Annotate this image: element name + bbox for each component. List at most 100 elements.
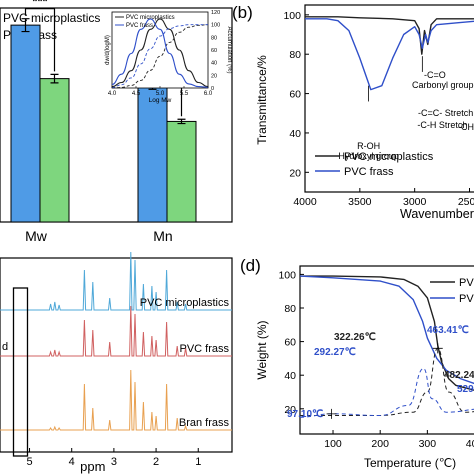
error-bar-0-0: [21, 18, 30, 33]
peak-marker-d-1: [326, 408, 337, 419]
legend-entry-d-0: PVC: [459, 277, 474, 289]
series-line-b-0: [305, 16, 474, 55]
inset-ytick-right-5: 100: [211, 23, 220, 29]
panel-c: PVC microplastics PVC frass Bran frass d 5 4 3…: [0, 251, 233, 474]
peak-marker-d-0: [432, 343, 443, 354]
highlight-box-c: [12, 287, 29, 457]
xtick-label-b-1: 3500: [348, 196, 372, 208]
xlabel-c: ppm: [80, 459, 105, 474]
plot-frame-d: [299, 265, 474, 435]
error-bar-1-0: [50, 73, 59, 84]
annotation-d-2: 463.41℃: [427, 325, 469, 336]
xlabel-d: Temperature (℃): [364, 456, 456, 470]
inset-ytick-right-0: 0: [211, 86, 214, 92]
annotation-b-1: Hydroxyl group: [338, 151, 399, 161]
inset-cumulative-1: [111, 24, 208, 88]
nmr-spectrum-1: [0, 305, 232, 357]
panel-b: 400035003000250020001500100020406080100W…: [255, 4, 474, 221]
inset-xtick-label-3: 5.5: [180, 91, 189, 97]
panel-label-b: (b): [232, 3, 253, 22]
inset-ytick-right-3: 60: [211, 48, 217, 54]
xtick-label-c-1: 4: [69, 456, 75, 468]
panel-label-d: (d): [240, 256, 261, 275]
annotation-b-5: -C=C- Stretch: [418, 108, 473, 118]
xtick-label-b-3: 2500: [458, 196, 474, 208]
annotation-b-3: -C=O: [424, 70, 446, 80]
legend-entry-b-0: PVC microplastics: [344, 151, 434, 163]
legend-entry-d-1: PVC: [459, 293, 474, 305]
ytick-label-b-0: 20: [289, 167, 301, 179]
annotation-b-0: R-OH: [357, 141, 380, 151]
annotation-d-4: 529.: [457, 384, 474, 395]
annotation-d-0: 322.26℃: [334, 332, 376, 343]
ytick-label-d-1: 40: [284, 370, 296, 382]
xtick-label-c-4: 1: [195, 456, 201, 468]
xtick-label-d-3: 400: [466, 438, 474, 450]
nmr-series-label-1: PVC frass: [179, 343, 229, 355]
xtick-label-d-1: 200: [371, 438, 389, 450]
xtick-label-d-2: 300: [419, 438, 437, 450]
xtick-label-b-2: 3000: [403, 196, 427, 208]
annotation-b-4: Carbonyl group: [412, 80, 474, 90]
ytick-label-b-2: 60: [289, 89, 301, 101]
ytick-label-b-4: 100: [283, 10, 301, 22]
xlabel-b: Wavenumbers/cm⁻¹: [400, 207, 474, 221]
bar-pvc-microplastics-mn: [137, 86, 168, 223]
inset-xtick-label-0: 4.0: [108, 91, 117, 97]
plot-frame-b: [304, 4, 474, 193]
significance-bracket-0: [24, 8, 56, 72]
dtg-curve-0: [300, 347, 474, 417]
inset-xtick-label-2: 5.0: [156, 91, 165, 97]
panel-d: 10020030040050020406080100Temperature (℃…: [255, 265, 474, 470]
ylabel-b: Transmittance/%: [255, 55, 269, 145]
ytick-label-d-0: 20: [284, 404, 296, 416]
annotation-d-1: 292.27℃: [314, 347, 356, 358]
ytick-label-b-1: 40: [289, 128, 301, 140]
ytick-label-d-4: 100: [278, 269, 296, 281]
legend-entry-b-1: PVC frass: [344, 166, 394, 178]
category-label-mn: Mn: [153, 228, 172, 244]
inset-ytick-right-1: 20: [211, 73, 217, 79]
bar-pvc-frass-mw: [39, 78, 70, 223]
tga-curve-1: [299, 275, 474, 385]
nmr-spectrum-2: [0, 369, 232, 431]
xtick-label-c-3: 2: [153, 456, 159, 468]
xtick-label-c-2: 3: [111, 456, 117, 468]
inset-xtick-label-1: 4.5: [132, 91, 141, 97]
tga-curve-0: [300, 275, 474, 391]
inset-distribution-1: [111, 18, 209, 88]
xtick-label-d-0: 100: [324, 438, 342, 450]
inset-ylabel-left: dw/d(logM): [105, 35, 111, 65]
annotation-d-3: 482.24: [444, 370, 474, 381]
inset-ytick-right-4: 80: [211, 35, 217, 41]
category-label-mw: Mw: [25, 228, 48, 244]
inset-distribution-0: [111, 18, 209, 88]
inset-xlabel: Log Mw: [149, 97, 172, 104]
annotation-partial-c: d: [2, 341, 8, 353]
ytick-label-d-2: 60: [284, 337, 296, 349]
plot-frame-c: [0, 257, 233, 453]
xtick-label-b-0: 4000: [293, 196, 317, 208]
inset-ylabel-right: Accumulation (%): [226, 26, 232, 73]
error-bar-1-1: [177, 118, 186, 125]
inset-legend-entry-1: PVC frass: [126, 23, 153, 29]
ylabel-d: Weight (%): [255, 320, 269, 379]
annotation-d-5: 97.10℃: [287, 409, 323, 420]
nmr-spectrum-0: [0, 251, 232, 311]
inset-cumulative-0: [111, 24, 209, 89]
ytick-label-b-3: 80: [289, 49, 301, 61]
ytick-label-d-3: 80: [284, 303, 296, 315]
xtick-label-c-0: 5: [26, 456, 32, 468]
inset-xtick-label-4: 6.0: [204, 91, 213, 97]
plot-frame-a: [0, 7, 233, 223]
series-line-b-1: [305, 18, 474, 91]
nmr-series-label-0: PVC microplastics: [140, 297, 230, 309]
bar-pvc-microplastics-mw: [10, 24, 41, 223]
annotation-b-2: -C-H Stretch: [417, 120, 467, 130]
inset-ytick-right-2: 40: [211, 61, 217, 67]
significance-label-0: ***: [32, 0, 48, 9]
legend-entry-a-0: PVC microplastics: [3, 11, 100, 25]
inset-ytick-right-6: 120: [211, 10, 220, 16]
